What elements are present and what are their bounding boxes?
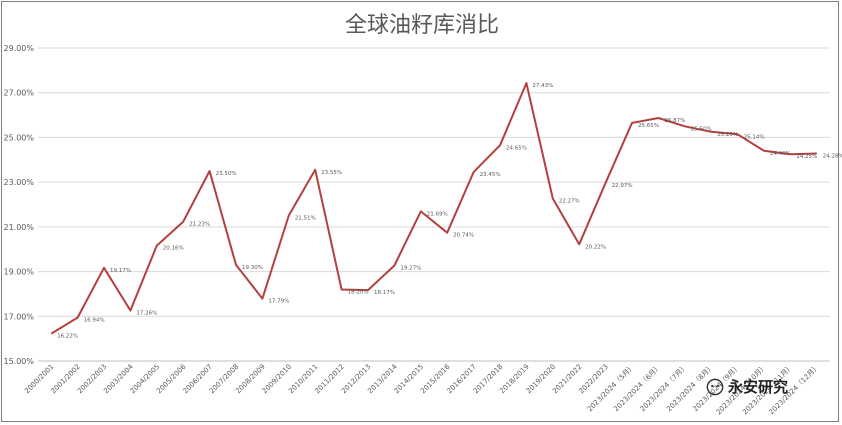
data-label: 21.69% <box>427 211 448 217</box>
data-label: 19.30% <box>242 265 263 271</box>
data-label: 16.94% <box>84 318 105 324</box>
chart-title: 全球油籽库消比 <box>345 13 499 38</box>
y-tick-label: 15.00% <box>3 357 34 366</box>
y-tick-label: 17.00% <box>3 312 34 321</box>
data-label: 20.16% <box>163 246 184 252</box>
y-tick-label: 23.00% <box>3 178 34 187</box>
data-label: 27.43% <box>532 83 553 89</box>
data-labels: 16.22% 16.94% 19.17% 17.26% 20.16% 21.23% 23.5… <box>57 83 842 340</box>
data-label: 18.17% <box>374 290 395 296</box>
data-label: 17.26% <box>136 310 157 316</box>
data-label: 25.14% <box>744 134 765 140</box>
series-group <box>50 82 817 335</box>
x-tick-label: 2023/2024（6月） <box>612 363 663 414</box>
data-label: 25.65% <box>638 123 659 129</box>
y-tick-label: 19.00% <box>3 268 34 277</box>
wechat-icon <box>706 378 724 395</box>
watermark: 永安研究 <box>706 376 788 397</box>
data-label: 25.87% <box>664 118 685 124</box>
data-label: 23.55% <box>321 170 342 176</box>
y-tick-label: 29.00% <box>3 44 34 53</box>
data-label: 19.27% <box>400 266 421 272</box>
data-label: 25.50% <box>691 126 712 132</box>
data-label: 24.25% <box>796 154 817 160</box>
y-tick-label: 25.00% <box>3 133 34 142</box>
x-tick-label: 2023/2024（7月） <box>639 363 690 414</box>
data-label: 19.17% <box>110 268 131 274</box>
watermark-text: 永安研究 <box>728 378 789 396</box>
data-label: 24.65% <box>506 145 527 151</box>
x-tick-label: 2023/2024（5月） <box>586 363 637 414</box>
y-axis-tick-labels: 15.00% 17.00% 19.00% 21.00% 23.00% 25.00% 27.0… <box>3 44 34 366</box>
data-label: 20.74% <box>453 233 474 239</box>
y-tick-label: 27.00% <box>3 89 34 98</box>
data-label: 21.51% <box>295 215 316 221</box>
series-line <box>50 82 817 335</box>
x-axis-tick-labels: 2000/20012001/20022002/20032003/20042004… <box>23 362 821 416</box>
gridlines <box>38 47 830 362</box>
data-label: 20.22% <box>585 244 606 250</box>
data-label: 25.25% <box>717 132 738 138</box>
data-label: 23.50% <box>216 171 237 177</box>
data-label: 23.45% <box>480 172 501 178</box>
data-label: 22.27% <box>559 198 580 204</box>
data-label: 21.23% <box>189 222 210 228</box>
data-label: 18.20% <box>348 289 369 295</box>
y-tick-label: 21.00% <box>3 223 34 232</box>
data-label: 24.40% <box>770 151 791 157</box>
data-label: 24.28% <box>823 154 842 160</box>
data-label: 16.22% <box>57 334 78 340</box>
data-label: 17.79% <box>268 299 289 305</box>
data-label: 22.97% <box>612 183 633 189</box>
